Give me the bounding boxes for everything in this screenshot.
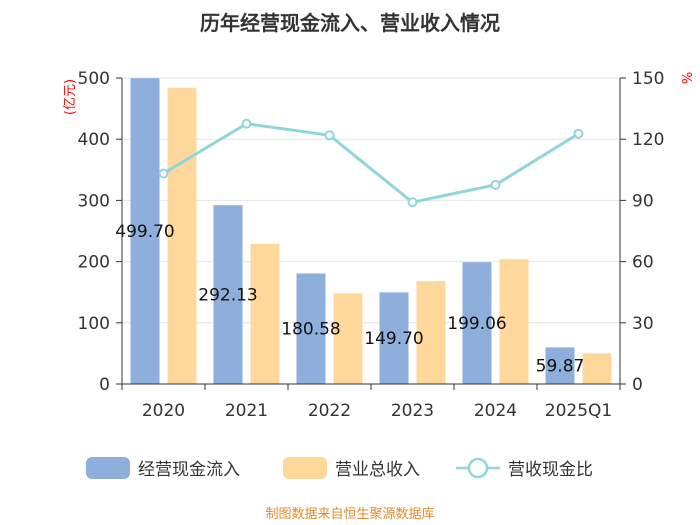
data-label: 59.87: [536, 357, 585, 377]
legend: 经营现金流入 营业总收入 营收现金比: [86, 457, 593, 480]
right-axis-unit: %: [681, 72, 696, 84]
bar-revenue: [167, 87, 197, 385]
legend-label-revenue: 营业总收入: [335, 460, 420, 480]
bar-revenue: [333, 293, 363, 384]
x-tick-label: 2020: [142, 401, 185, 421]
x-tick-label: 2022: [308, 401, 351, 421]
data-label: 499.70: [115, 222, 174, 242]
data-label: 149.70: [364, 329, 423, 349]
ratio-point: [158, 168, 169, 179]
axes: 0 100 200 300 400 500 0 30 60 90 120 150 2020 2021 202…: [78, 69, 665, 421]
ratio-point: [490, 179, 501, 190]
bar-cash-inflow: [213, 205, 243, 384]
legend-swatch-revenue: [283, 457, 327, 479]
right-tick-label: 0: [632, 375, 643, 395]
bar-revenue: [582, 353, 612, 384]
legend-label-ratio: 营收现金比: [508, 460, 593, 480]
left-tick-label: 400: [78, 130, 110, 150]
right-tick-label: 30: [632, 314, 654, 334]
x-tick-label: 2023: [391, 401, 434, 421]
left-tick-label: 500: [78, 69, 110, 89]
x-tick-label: 2021: [225, 401, 268, 421]
ratio-point: [407, 197, 418, 208]
x-tick-label: 2024: [474, 401, 517, 421]
left-tick-label: 200: [78, 253, 110, 273]
ratio-point: [573, 128, 584, 139]
left-tick-label: 100: [78, 314, 110, 334]
legend-label-cash-inflow: 经营现金流入: [138, 460, 240, 480]
ratio-line: [158, 118, 584, 208]
left-tick-label: 300: [78, 191, 110, 211]
bar-cash-inflow: [379, 292, 409, 384]
left-axis-unit: (亿元): [63, 79, 78, 115]
data-label: 180.58: [281, 320, 340, 340]
gridlines: [122, 77, 620, 324]
source-note: 制图数据来自恒生聚源数据库: [265, 506, 434, 522]
bar-cash-inflow: [296, 273, 326, 384]
legend-swatch-cash-inflow: [86, 457, 130, 479]
data-label: 199.06: [447, 314, 506, 334]
bar-cash-inflow: [545, 347, 575, 384]
bars: [130, 78, 612, 385]
data-label: 292.13: [198, 286, 257, 306]
left-tick-label: 0: [99, 375, 110, 395]
bar-cash-inflow: [462, 262, 492, 384]
bar-revenue: [416, 281, 446, 384]
ratio-point: [324, 130, 335, 141]
right-tick-label: 90: [632, 191, 654, 211]
right-tick-label: 120: [632, 130, 664, 150]
bar-revenue: [499, 259, 529, 384]
chart-title: 历年经营现金流入、营业收入情况: [200, 11, 500, 35]
right-tick-label: 150: [632, 69, 664, 89]
data-labels: 499.70 292.13 180.58 149.70 199.06 59.87: [115, 222, 584, 377]
bar-cash-inflow: [130, 78, 160, 385]
ratio-point: [241, 118, 252, 129]
ratio-polyline: [162, 122, 580, 204]
right-tick-label: 60: [632, 253, 654, 273]
x-tick-label: 2025Q1: [545, 401, 612, 421]
legend-marker-ratio: [467, 457, 489, 479]
bar-revenue: [250, 243, 280, 384]
